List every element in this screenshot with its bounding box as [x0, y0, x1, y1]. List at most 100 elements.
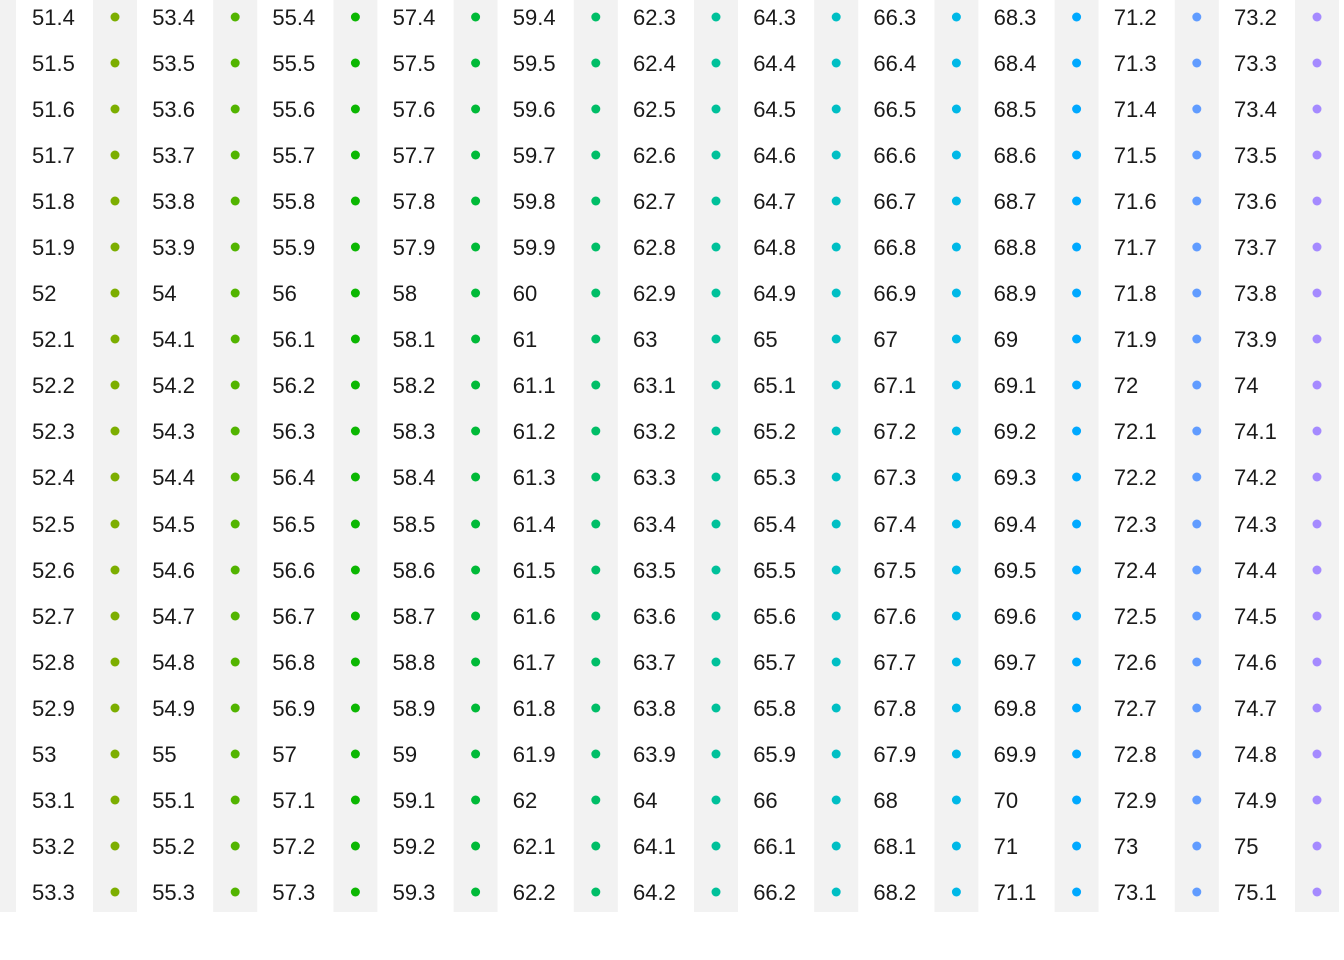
- value-dot: [951, 887, 961, 897]
- value-label: 67.6: [873, 604, 916, 629]
- value-dot: [831, 841, 841, 851]
- value-dot: [1192, 12, 1202, 22]
- value-dot: [230, 104, 240, 114]
- value-label: 73.1: [1114, 880, 1157, 905]
- value-dot: [951, 380, 961, 390]
- value-dot: [471, 887, 481, 897]
- value-dot: [230, 841, 240, 851]
- value-label: 71.5: [1114, 143, 1157, 168]
- value-dot: [230, 611, 240, 621]
- value-label: 72: [1114, 373, 1138, 398]
- value-dot: [230, 519, 240, 529]
- value-dot: [831, 242, 841, 252]
- value-dot: [1072, 426, 1082, 436]
- value-label: 74.2: [1234, 465, 1277, 490]
- value-dot: [350, 196, 360, 206]
- value-dot: [831, 795, 841, 805]
- value-dot: [591, 472, 601, 482]
- value-label: 57.7: [393, 143, 436, 168]
- value-dot: [951, 12, 961, 22]
- value-label: 54: [152, 281, 176, 306]
- value-label: 54.3: [152, 419, 195, 444]
- column-band: [1054, 0, 1099, 912]
- value-label: 53: [32, 742, 56, 767]
- value-label: 55.9: [272, 235, 315, 260]
- value-label: 74.4: [1234, 558, 1277, 583]
- value-dot: [230, 334, 240, 344]
- value-label: 62.5: [633, 97, 676, 122]
- value-dot: [1192, 242, 1202, 252]
- value-label: 63.8: [633, 696, 676, 721]
- value-label: 52.1: [32, 327, 75, 352]
- value-label: 63: [633, 327, 657, 352]
- value-label: 67.7: [873, 650, 916, 675]
- grid-cells: 51.4 51.5 51.6 51.7 51.8 51.9 52 52.1 52.2 52.3 52…: [32, 5, 1322, 905]
- value-dot: [1192, 472, 1202, 482]
- value-dot: [951, 703, 961, 713]
- value-dot: [591, 519, 601, 529]
- value-dot: [831, 887, 841, 897]
- value-dot: [711, 426, 721, 436]
- value-label: 66.3: [873, 5, 916, 30]
- value-label: 57: [272, 742, 296, 767]
- value-label: 67.5: [873, 558, 916, 583]
- value-dot: [110, 288, 120, 298]
- value-label: 68.2: [873, 880, 916, 905]
- value-dot: [110, 841, 120, 851]
- value-label: 61.5: [513, 558, 556, 583]
- value-label: 73.3: [1234, 51, 1277, 76]
- column-band: [333, 0, 378, 912]
- value-dot: [230, 472, 240, 482]
- value-label: 68.6: [994, 143, 1037, 168]
- value-label: 56.8: [272, 650, 315, 675]
- value-label: 68.1: [873, 834, 916, 859]
- value-label: 67.2: [873, 419, 916, 444]
- value-dot: [350, 657, 360, 667]
- column-band: [1174, 0, 1219, 912]
- value-dot: [591, 380, 601, 390]
- value-label: 58: [393, 281, 417, 306]
- value-dot: [110, 426, 120, 436]
- value-dot: [951, 426, 961, 436]
- value-dot: [831, 426, 841, 436]
- value-dot: [110, 58, 120, 68]
- value-label: 68.7: [994, 189, 1037, 214]
- value-label: 61.6: [513, 604, 556, 629]
- value-label: 66.9: [873, 281, 916, 306]
- value-dot: [350, 472, 360, 482]
- value-dot: [1312, 611, 1322, 621]
- value-label: 66.5: [873, 97, 916, 122]
- value-dot: [591, 334, 601, 344]
- value-dot: [1312, 150, 1322, 160]
- value-dot: [1192, 519, 1202, 529]
- column-band: [1295, 0, 1339, 912]
- value-label: 52.2: [32, 373, 75, 398]
- value-dot: [951, 288, 961, 298]
- value-label: 54.7: [152, 604, 195, 629]
- column-band: [694, 0, 738, 912]
- value-dot: [711, 565, 721, 575]
- value-label: 64.2: [633, 880, 676, 905]
- value-dot: [1312, 749, 1322, 759]
- value-label: 67.9: [873, 742, 916, 767]
- value-dot: [471, 58, 481, 68]
- value-dot: [230, 12, 240, 22]
- value-label: 69.3: [994, 465, 1037, 490]
- value-dot: [350, 795, 360, 805]
- value-dot: [1312, 380, 1322, 390]
- value-dot: [591, 565, 601, 575]
- value-label: 75: [1234, 834, 1258, 859]
- value-dot: [711, 150, 721, 160]
- value-label: 65.4: [753, 512, 796, 537]
- column-band: [814, 0, 859, 912]
- value-dot: [1072, 887, 1082, 897]
- value-dot: [591, 426, 601, 436]
- value-dot: [711, 58, 721, 68]
- column-band-edge: [0, 0, 16, 912]
- value-label: 63.3: [633, 465, 676, 490]
- value-label: 68.8: [994, 235, 1037, 260]
- value-label: 59.2: [393, 834, 436, 859]
- value-label: 62.3: [633, 5, 676, 30]
- value-label: 55.5: [272, 51, 315, 76]
- value-label: 69.2: [994, 419, 1037, 444]
